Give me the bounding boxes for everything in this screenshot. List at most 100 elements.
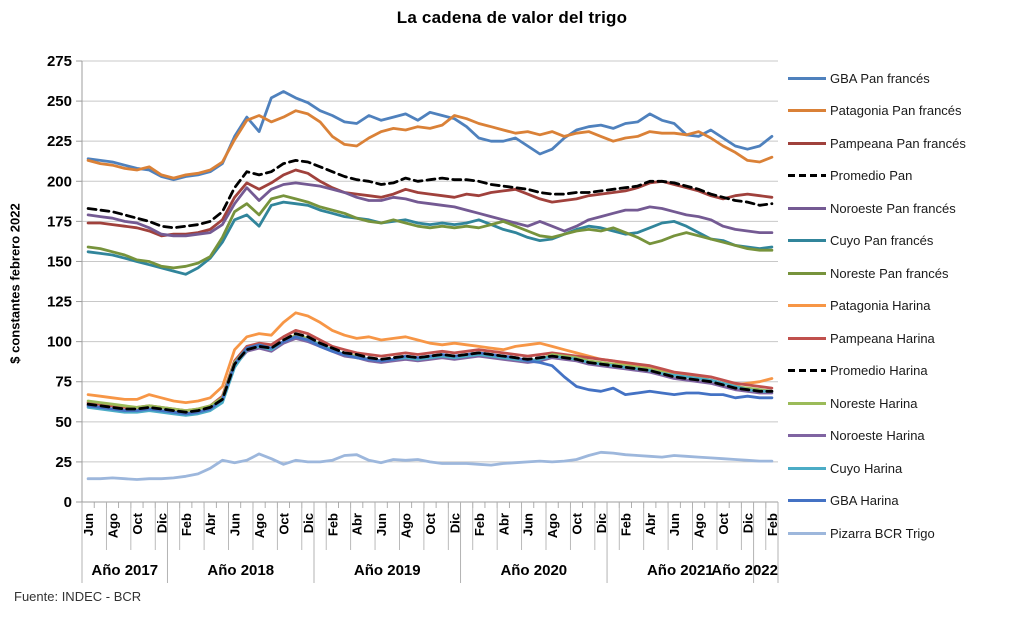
legend-label: Noroeste Pan francés — [830, 200, 956, 216]
y-tick-label: 100 — [47, 334, 72, 351]
series-line — [86, 181, 774, 238]
x-tick-label: Ago — [399, 513, 414, 538]
series-line — [86, 332, 774, 414]
legend-label: Patagonia Pan francés — [830, 103, 962, 119]
legend-label: Promedio Harina — [830, 363, 928, 379]
series-line — [86, 335, 774, 416]
x-tick-label: Oct — [130, 512, 145, 534]
year-label: Año 2017 — [91, 562, 158, 579]
series-line — [86, 333, 774, 413]
y-tick-label: 200 — [47, 173, 72, 190]
x-tick-label: Ago — [252, 513, 267, 538]
series-line — [86, 200, 774, 276]
legend-label: Patagonia Harina — [830, 298, 931, 314]
x-tick-label: Jun — [81, 513, 96, 536]
legend-item: Noroeste Pan francés — [788, 192, 1022, 225]
legend-item: Patagonia Pan francés — [788, 95, 1022, 128]
legend-label: Promedio Pan — [830, 168, 913, 184]
source-text: Fuente: INDEC - BCR — [14, 589, 142, 604]
x-tick-label: Abr — [496, 513, 511, 535]
x-tick-label: Jun — [521, 513, 536, 536]
x-tick-label: Ago — [692, 513, 707, 538]
legend-swatch — [788, 239, 826, 243]
y-tick-label: 250 — [47, 93, 72, 110]
legend-item: GBA Pan francés — [788, 62, 1022, 95]
x-tick-label: Oct — [570, 512, 585, 534]
legend-label: Noreste Harina — [830, 395, 918, 411]
x-tick-label: Dic — [594, 513, 609, 533]
legend-label: Pampeana Harina — [830, 330, 935, 346]
y-tick-label: 125 — [47, 294, 72, 311]
x-tick-label: Dic — [447, 513, 462, 533]
legend-swatch — [788, 206, 826, 210]
legend-swatch — [788, 499, 826, 503]
legend-item: Promedio Pan — [788, 160, 1022, 193]
legend-label: Cuyo Pan francés — [830, 233, 934, 249]
legend-item: Noreste Pan francés — [788, 257, 1022, 290]
legend-label: Noroeste Harina — [830, 428, 925, 444]
x-tick-label: Abr — [350, 513, 365, 535]
legend-swatch — [788, 369, 826, 373]
legend-item: Cuyo Pan francés — [788, 225, 1022, 258]
y-tick-label: 50 — [55, 414, 72, 431]
series-line — [86, 158, 774, 230]
legend-label: Pampeana Pan francés — [830, 135, 966, 151]
legend-swatch — [788, 174, 826, 178]
legend-item: Cuyo Harina — [788, 452, 1022, 485]
x-tick-label: Ago — [545, 513, 560, 538]
x-tick-label: Dic — [301, 513, 316, 533]
legend-item: Patagonia Harina — [788, 290, 1022, 323]
legend-item: Promedio Harina — [788, 355, 1022, 388]
legend-swatch — [788, 466, 826, 470]
legend-item: Noreste Harina — [788, 387, 1022, 420]
x-tick-label: Oct — [276, 512, 291, 534]
legend-swatch — [788, 336, 826, 340]
legend-item: GBA Harina — [788, 485, 1022, 518]
legend-swatch — [788, 401, 826, 405]
x-tick-label: Jun — [374, 513, 389, 536]
x-tick-label: Feb — [765, 513, 780, 536]
year-label: Año 2020 — [500, 562, 567, 579]
series-line — [86, 450, 774, 481]
legend-item: Noroeste Harina — [788, 420, 1022, 453]
x-tick-label: Jun — [667, 513, 682, 536]
legend-swatch — [788, 109, 826, 113]
y-tick-label: 225 — [47, 133, 72, 150]
legend-item: Pampeana Pan francés — [788, 127, 1022, 160]
x-tick-label: Oct — [423, 512, 438, 534]
x-tick-label: Feb — [179, 513, 194, 536]
series-line — [86, 109, 774, 180]
y-tick-label: 75 — [55, 374, 72, 391]
y-tick-label: 275 — [47, 53, 72, 70]
y-tick-label: 0 — [64, 494, 72, 511]
x-tick-label: Abr — [203, 513, 218, 535]
legend-label: GBA Harina — [830, 493, 899, 509]
y-tick-label: 25 — [55, 454, 72, 471]
year-label: Año 2021 — [647, 562, 714, 579]
legend-swatch — [788, 304, 826, 308]
series-line — [86, 90, 774, 182]
legend-item: Pampeana Harina — [788, 322, 1022, 355]
legend-label: Cuyo Harina — [830, 460, 903, 476]
legend-swatch — [788, 141, 826, 145]
x-tick-label: Feb — [325, 513, 340, 536]
x-tick-label: Abr — [643, 513, 658, 535]
series-line — [86, 194, 774, 270]
year-label: Año 2022 — [711, 562, 778, 579]
y-tick-label: 150 — [47, 253, 72, 270]
legend-swatch — [788, 271, 826, 275]
year-label: Año 2018 — [207, 562, 274, 579]
legend-swatch — [788, 531, 826, 535]
x-tick-label: Jun — [228, 513, 243, 536]
legend: GBA Pan francés Patagonia Pan francés Pamp… — [788, 62, 1022, 550]
chart-title: La cadena de valor del trigo — [396, 8, 628, 27]
series-line — [86, 311, 774, 405]
legend-swatch — [788, 434, 826, 438]
legend-item: Pizarra BCR Trigo — [788, 517, 1022, 550]
y-tick-label: 175 — [47, 213, 72, 230]
x-tick-label: Feb — [472, 513, 487, 536]
legend-swatch — [788, 76, 826, 80]
x-tick-label: Oct — [716, 512, 731, 534]
